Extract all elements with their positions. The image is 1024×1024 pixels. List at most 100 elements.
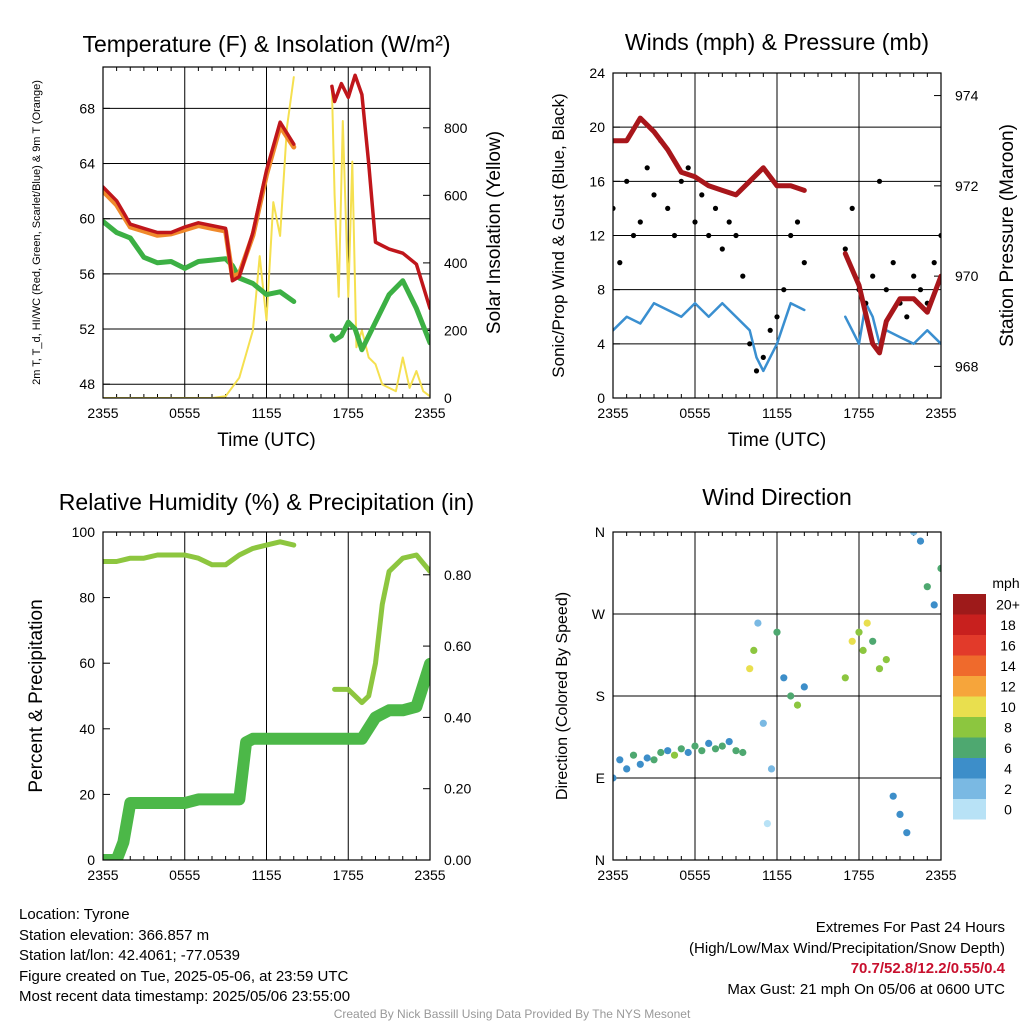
y-tick-label: N	[595, 852, 605, 868]
colorbar-label: 18	[1000, 617, 1016, 633]
direction-point	[725, 738, 733, 746]
y-tick-label: 40	[79, 721, 95, 737]
recent-timestamp: Most recent data timestamp: 2025/05/06 2…	[19, 988, 351, 1005]
colorbar-label: 16	[1000, 637, 1016, 653]
panel-title: Winds (mph) & Pressure (mb)	[625, 29, 929, 55]
gust-point	[911, 273, 917, 279]
direction-point	[903, 829, 911, 837]
speed-colorbar: mph 20+ 18 16 14 12 10 8 6 4 2 0	[953, 575, 1020, 820]
y-tick-label: S	[596, 688, 605, 704]
station-latlon: Station lat/lon: 42.4061; -77.0539	[19, 947, 241, 964]
direction-point	[773, 628, 781, 636]
y-tick-label: 0	[87, 852, 95, 868]
gust-point	[644, 165, 650, 171]
gust-point	[842, 246, 848, 252]
direction-point	[711, 745, 720, 753]
colorbar-label: 0	[1004, 801, 1012, 817]
plot-border	[102, 531, 431, 861]
plot-border	[612, 72, 942, 399]
extremes-values: 70.7/52.8/12.2/0.55/0.4	[850, 960, 1005, 977]
direction-point	[616, 756, 624, 764]
colorbar-swatch	[953, 758, 986, 779]
y-right-tick-label: 600	[444, 187, 468, 203]
series-2m-temperature	[103, 73, 430, 311]
colorbar-swatch	[953, 655, 986, 676]
direction-point	[787, 692, 795, 700]
series-9m-temperature	[103, 123, 297, 280]
x-tick-label: 1755	[333, 405, 364, 421]
x-tick-label: 1155	[251, 867, 281, 883]
direction-point	[754, 619, 762, 627]
direction-point	[732, 747, 740, 755]
gust-point	[788, 232, 794, 239]
gust-point	[733, 232, 739, 239]
direction-point	[875, 665, 884, 673]
gust-point	[613, 205, 616, 211]
gust-point	[740, 273, 746, 279]
gust-point	[692, 219, 698, 225]
direction-point	[718, 742, 726, 750]
y-right-tick-label: 0.80	[444, 567, 471, 583]
direction-point	[767, 765, 776, 773]
gust-point	[726, 219, 732, 225]
direction-point	[750, 646, 758, 655]
gust-point	[665, 205, 671, 211]
colorbar-swatch	[953, 778, 986, 799]
x-tick-label: 2355	[87, 405, 118, 421]
x-tick-label: 0555	[679, 867, 710, 883]
y-right-tick-label: 968	[955, 358, 979, 374]
y-tick-label: 0	[597, 390, 605, 406]
direction-point	[643, 754, 651, 762]
x-tick-label: 2355	[925, 405, 956, 421]
direction-point	[800, 683, 808, 691]
direction-point	[793, 701, 802, 709]
y-axis-label-left: Sonic/Prop Wind & Gust (Blue, Black)	[549, 93, 568, 377]
direction-point	[930, 601, 938, 609]
gust-point	[699, 192, 705, 198]
colorbar-title: mph	[992, 575, 1019, 591]
x-tick-label: 2355	[87, 867, 118, 883]
series-station-pressure	[613, 115, 941, 356]
direction-point	[763, 820, 772, 828]
gust-point	[630, 232, 637, 239]
y-tick-label: 12	[589, 228, 605, 244]
direction-point	[841, 674, 849, 682]
y-right-tick-label: 0.20	[444, 781, 471, 797]
station-elevation: Station elevation: 366.857 m	[19, 926, 210, 944]
colorbar-swatch	[953, 737, 986, 758]
gust-point	[685, 165, 691, 171]
direction-point	[691, 742, 699, 750]
gust-point	[760, 354, 766, 360]
x-tick-label: 2355	[597, 405, 628, 421]
gust-point	[870, 273, 876, 279]
direction-point	[896, 810, 904, 819]
y-right-tick-label: 400	[444, 255, 468, 271]
y-tick-label: 48	[79, 376, 95, 392]
colorbar-swatch	[953, 614, 986, 635]
y-tick-label: 8	[597, 282, 605, 298]
gust-point	[678, 178, 684, 184]
x-tick-label: 1155	[251, 405, 281, 421]
series-dewpoint	[103, 219, 430, 353]
colorbar-label: 6	[1004, 740, 1012, 756]
y-tick-label: N	[595, 524, 605, 540]
direction-point	[863, 619, 871, 627]
direction-point	[677, 745, 685, 753]
x-tick-label: 1755	[333, 867, 364, 883]
x-tick-label: 2355	[414, 867, 445, 883]
colorbar-swatch	[953, 717, 986, 738]
direction-point	[937, 564, 941, 572]
x-tick-label: 2355	[925, 867, 956, 883]
gust-point	[753, 368, 760, 374]
extremes-title: Extremes For Past 24 Hours	[815, 919, 1005, 936]
gust-point	[671, 232, 678, 239]
colorbar-swatch	[953, 635, 986, 656]
y-tick-label: 56	[79, 266, 95, 282]
colorbar-label: 12	[1000, 678, 1016, 694]
y-tick-label: 60	[79, 655, 95, 671]
y-right-tick-label: 0.00	[444, 852, 471, 868]
y-tick-label: 60	[79, 211, 95, 227]
direction-point	[670, 751, 679, 759]
x-tick-label: 0555	[169, 867, 200, 883]
y-tick-label: 16	[589, 173, 605, 189]
